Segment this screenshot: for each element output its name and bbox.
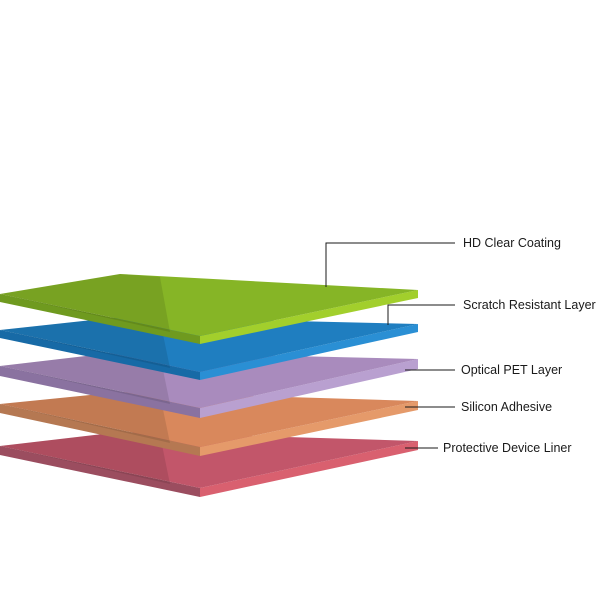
leader-line-scratch-resistant-layer: [387, 304, 455, 325]
layer-protective-device-liner: [0, 432, 418, 497]
label-optical-pet-layer: Optical PET Layer: [461, 363, 562, 377]
layers-group: [0, 274, 418, 497]
label-scratch-resistant-layer: Scratch Resistant Layer: [463, 298, 596, 312]
layer-top-shade: [0, 274, 170, 332]
layer-side-left: [0, 294, 200, 344]
layer-top-shade: [0, 432, 170, 484]
layer-top: [0, 274, 418, 336]
layer-side-left: [0, 366, 200, 418]
layer-top-shade: [0, 317, 170, 368]
layer-top-shade: [0, 392, 170, 443]
layer-side-left: [0, 330, 200, 380]
layer-top-shade: [0, 352, 170, 404]
layer-side-left: [0, 404, 200, 456]
layer-optical-pet-layer: [0, 352, 418, 418]
layer-side-right: [200, 290, 418, 344]
layer-top: [0, 432, 418, 488]
layer-hd-clear-coating: [0, 274, 418, 344]
label-protective-device-liner: Protective Device Liner: [443, 441, 572, 455]
layer-side-right: [200, 324, 418, 380]
layer-top: [0, 317, 418, 372]
label-hd-clear-coating: HD Clear Coating: [463, 236, 561, 250]
label-silicon-adhesive: Silicon Adhesive: [461, 400, 552, 414]
leader-line-hd-clear-coating: [325, 242, 455, 287]
layer-side-right: [200, 441, 418, 497]
layer-top: [0, 392, 418, 447]
labels-group: Protective Device Liner Silicon Adhesive O…: [325, 236, 596, 455]
layer-scratch-resistant-layer: [0, 317, 418, 380]
layer-silicon-adhesive: [0, 392, 418, 456]
layer-side-left: [0, 446, 200, 497]
layer-side-right: [200, 359, 418, 418]
layer-top: [0, 352, 418, 408]
layer-side-right: [200, 401, 418, 456]
